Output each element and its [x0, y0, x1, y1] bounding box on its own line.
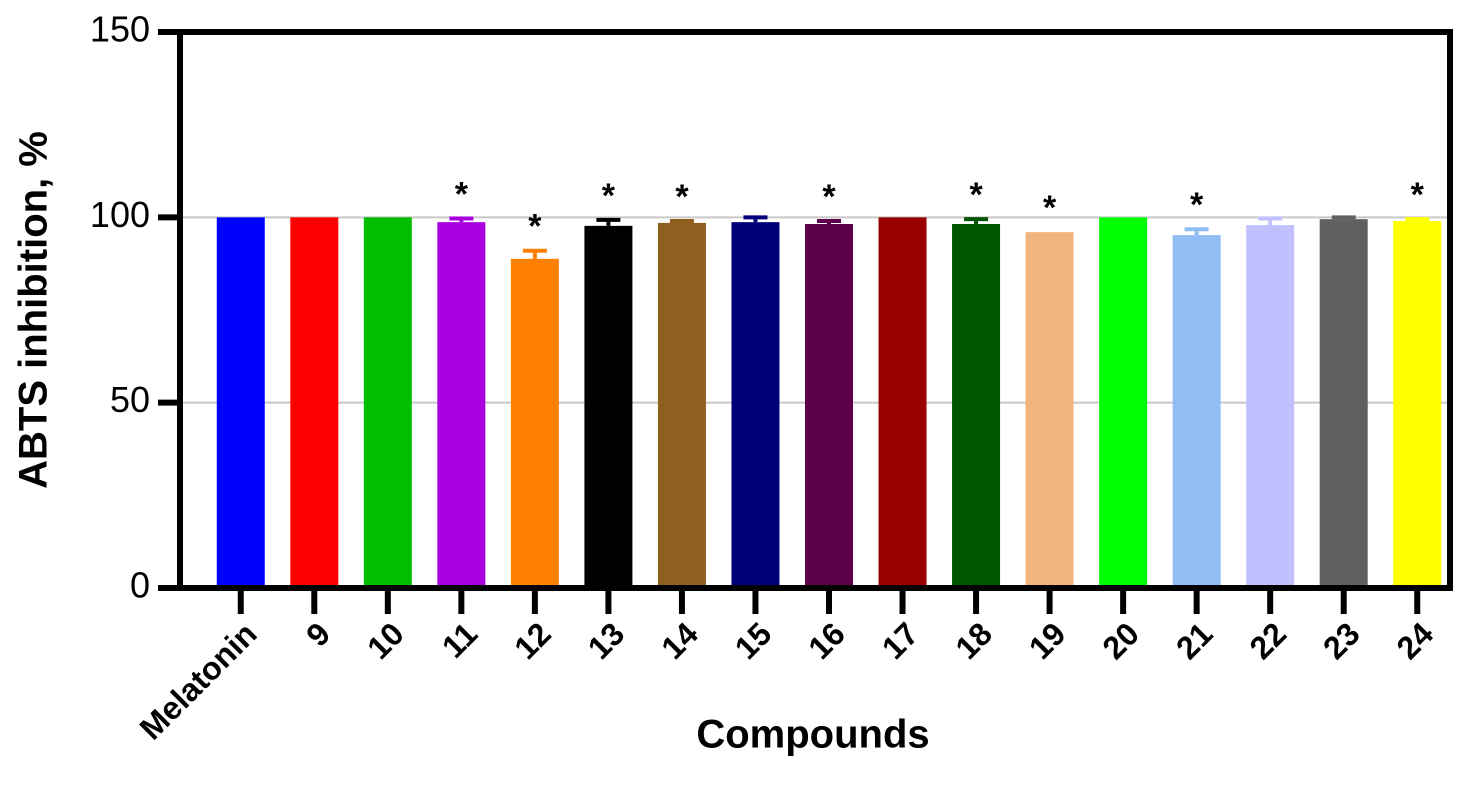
bar [1393, 221, 1442, 589]
x-tick-label: 15 [728, 615, 779, 666]
x-tick-label: 21 [1169, 615, 1220, 666]
bar [216, 217, 265, 589]
x-tick-label: 18 [948, 615, 999, 666]
y-tick-label: 0 [130, 565, 150, 606]
x-tick-label: 23 [1316, 615, 1367, 666]
bar [1319, 219, 1368, 589]
bar [1172, 235, 1221, 588]
bar [952, 224, 1001, 588]
x-tick-label: 13 [581, 615, 632, 666]
bar [1246, 225, 1295, 588]
x-tick-label: 14 [654, 615, 705, 666]
y-tick-label: 50 [110, 379, 150, 420]
x-tick-label: 17 [875, 615, 926, 666]
plot-frame [177, 29, 1453, 591]
significance-mark: * [1411, 176, 1425, 214]
x-tick-label: 19 [1022, 615, 1073, 666]
x-axis-title: Compounds [696, 713, 929, 757]
significance-mark: * [455, 175, 469, 213]
bar [510, 258, 559, 588]
x-tick-label: 9 [299, 615, 337, 653]
bar [290, 217, 339, 589]
significance-mark: * [528, 208, 542, 246]
x-tick-label: 10 [360, 615, 411, 666]
x-tick-label: 11 [435, 615, 484, 664]
y-axis-title: ABTS inhibition, % [12, 131, 56, 489]
x-tick-label: 20 [1095, 615, 1146, 666]
y-tick-label: 100 [90, 194, 150, 235]
bar [584, 225, 633, 588]
significance-mark: * [969, 176, 983, 214]
bar [363, 217, 412, 589]
significance-mark: * [675, 178, 689, 216]
x-tick-label: 12 [507, 615, 558, 666]
bar [805, 224, 853, 588]
bar [437, 222, 486, 589]
x-tick-label: 22 [1242, 615, 1293, 666]
x-tick-label: Melatonin [133, 615, 264, 746]
x-tick-label: 16 [801, 615, 852, 666]
bar [1099, 217, 1148, 589]
significance-mark: * [602, 177, 616, 215]
y-tick-label: 150 [90, 9, 150, 50]
bar [878, 217, 927, 589]
bar [1025, 232, 1074, 588]
significance-mark: * [1190, 186, 1204, 224]
significance-mark: * [1043, 189, 1057, 227]
significance-mark: * [822, 178, 836, 216]
x-tick-label: 24 [1390, 615, 1441, 666]
bar [731, 222, 780, 589]
bar [657, 222, 706, 589]
